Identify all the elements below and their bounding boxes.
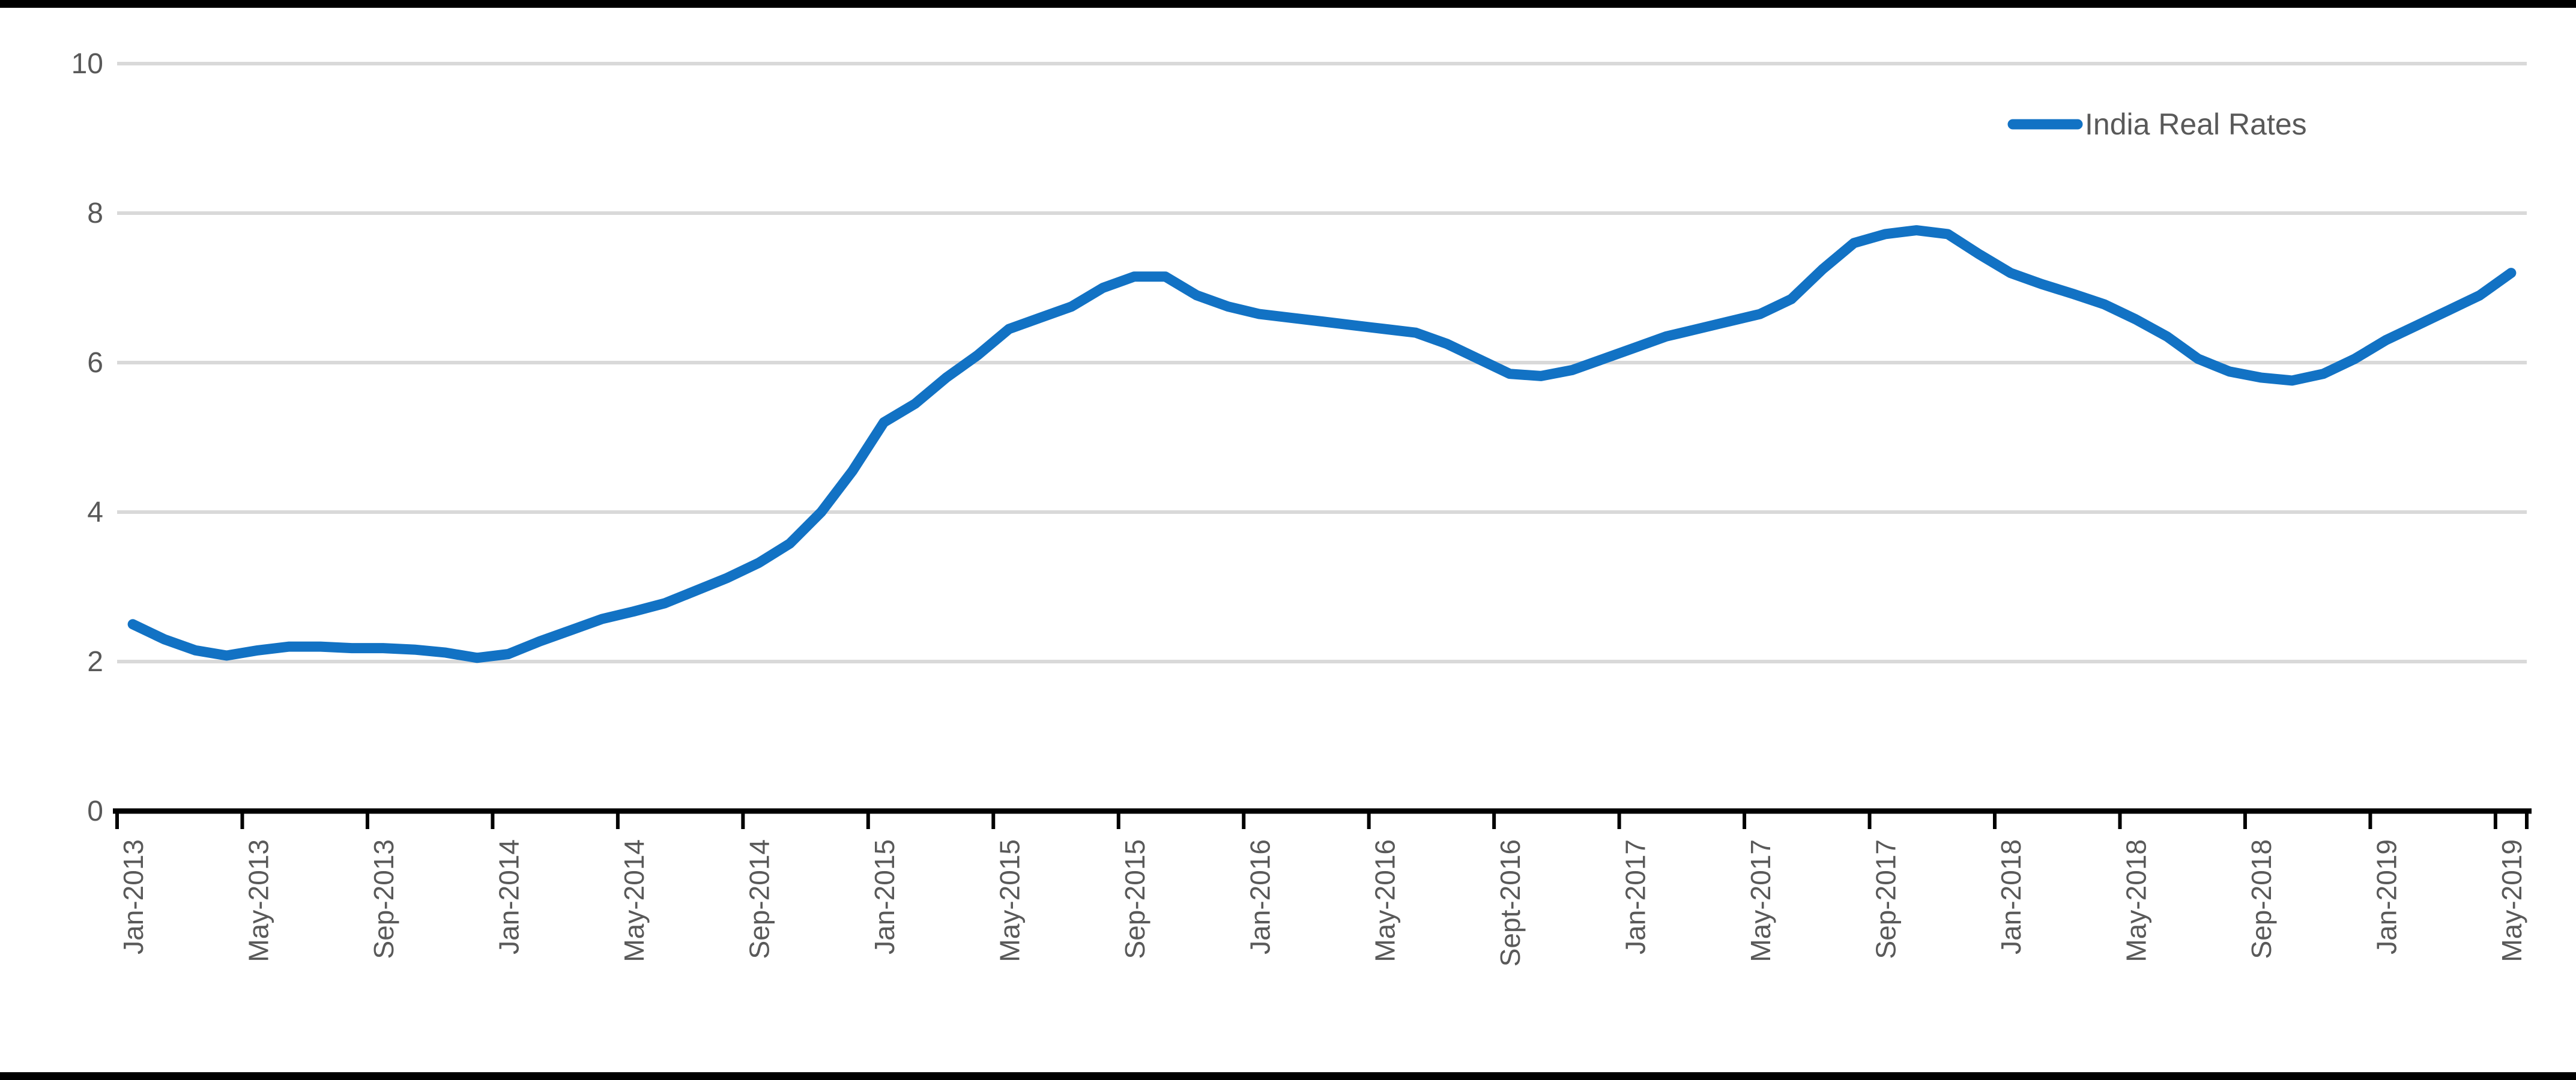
x-axis — [113, 808, 2532, 829]
bottom-border — [0, 1072, 2576, 1080]
y-tick-label-0: 0 — [87, 795, 103, 827]
x-tick-label-May-2013: May-2013 — [243, 839, 274, 962]
x-tick-label-May-2018: May-2018 — [2121, 839, 2152, 962]
x-tick-label-Sep-2013: Sep-2013 — [368, 839, 399, 959]
x-tick-label-May-2019: May-2019 — [2496, 839, 2527, 962]
legend: India Real Rates — [2007, 107, 2307, 141]
series-line-india-real-rates — [127, 225, 2517, 663]
x-tick-label-Jan-2013: Jan-2013 — [118, 839, 149, 955]
legend-label: India Real Rates — [2085, 107, 2307, 141]
x-axis-tick-labels: Jan-2013 May-2013 Sep-2013 Jan-2014 May-2014… — [118, 839, 2527, 967]
x-tick-label-Sep-2017: Sep-2017 — [1870, 839, 1902, 959]
x-tick-label-Jan-2016: Jan-2016 — [1244, 839, 1275, 955]
top-border — [0, 0, 2576, 8]
y-axis-tick-labels: 10 8 6 4 2 0 — [71, 48, 103, 827]
y-tick-label-2: 2 — [87, 646, 103, 678]
y-tick-label-6: 6 — [87, 347, 103, 379]
x-tick-label-Jan-2019: Jan-2019 — [2371, 839, 2402, 955]
x-tick-label-May-2015: May-2015 — [994, 839, 1025, 962]
x-tick-label-Sep-2014: Sep-2014 — [743, 839, 775, 959]
y-tick-label-4: 4 — [87, 496, 103, 528]
y-tick-label-8: 8 — [87, 198, 103, 229]
x-tick-label-Sep-2015: Sep-2015 — [1119, 839, 1150, 959]
y-tick-label-10: 10 — [71, 48, 103, 80]
x-tick-label-May-2017: May-2017 — [1745, 839, 1776, 962]
x-tick-label-May-2016: May-2016 — [1370, 839, 1401, 962]
x-tick-label-Sep-2018: Sep-2018 — [2246, 839, 2277, 959]
x-tick-label-Jan-2018: Jan-2018 — [1995, 839, 2027, 955]
gridlines — [117, 62, 2527, 663]
x-tick-label-Jan-2017: Jan-2017 — [1620, 839, 1651, 955]
x-tick-label-Jan-2014: Jan-2014 — [493, 839, 524, 955]
x-tick-label-Sept-2016: Sept-2016 — [1495, 839, 1526, 967]
x-tick-label-May-2014: May-2014 — [618, 839, 650, 962]
x-tick-label-Jan-2015: Jan-2015 — [869, 839, 900, 955]
